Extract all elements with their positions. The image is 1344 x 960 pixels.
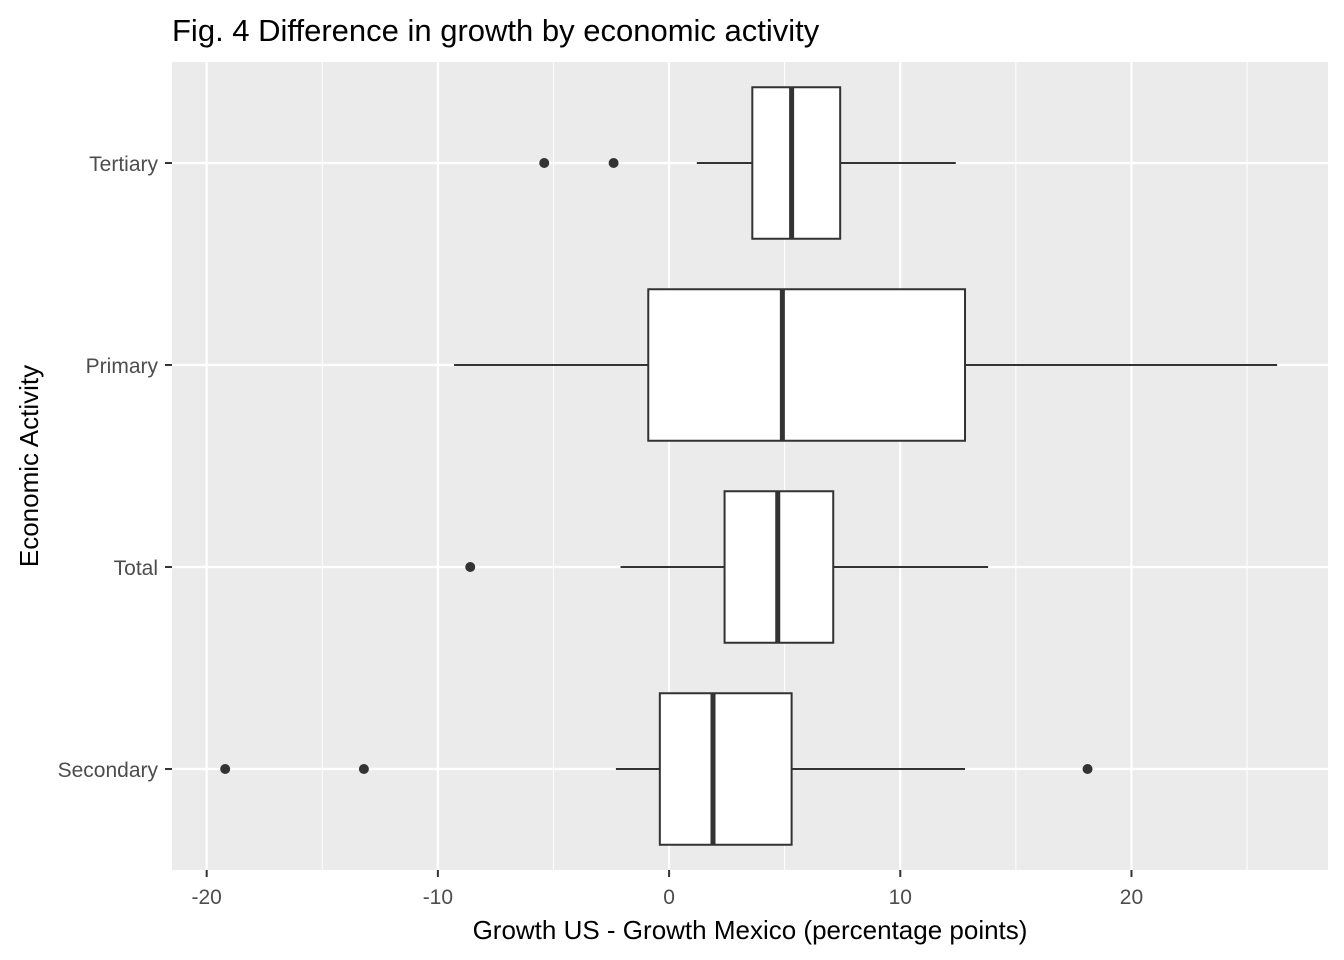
y-tick-label: Tertiary <box>89 153 158 176</box>
x-tick-label: -20 <box>192 886 222 909</box>
x-tick-label: 20 <box>1120 886 1143 909</box>
x-tick-label: 10 <box>889 886 912 909</box>
y-tick-label: Primary <box>86 355 159 378</box>
x-axis-title: Growth US - Growth Mexico (percentage po… <box>473 915 1028 945</box>
y-axis-title: Economic Activity <box>14 365 44 567</box>
y-tick-label: Total <box>114 557 158 580</box>
outlier-point <box>465 562 476 572</box>
boxplot-tertiary <box>539 86 956 240</box>
box-iqr <box>647 288 967 442</box>
boxplot-total <box>465 490 989 644</box>
chart-title: Fig. 4 Difference in growth by economic … <box>172 13 820 48</box>
y-tick-label: Secondary <box>58 759 159 782</box>
boxplots <box>220 86 1278 846</box>
outlier-point <box>1082 764 1093 774</box>
outlier-point <box>539 158 550 168</box>
outlier-point <box>608 158 619 168</box>
y-axis: Tertiary Primary Total Secondary <box>58 153 172 782</box>
boxplot-primary <box>454 288 1278 442</box>
box-iqr <box>658 692 793 846</box>
x-tick-label: -10 <box>423 886 453 909</box>
outlier-point <box>220 764 231 774</box>
outlier-point <box>358 764 369 774</box>
box-iqr <box>751 86 842 240</box>
boxplot-secondary <box>220 692 1093 846</box>
x-tick-label: 0 <box>663 886 675 909</box>
x-axis: -20 -10 0 10 20 <box>192 870 1143 909</box>
